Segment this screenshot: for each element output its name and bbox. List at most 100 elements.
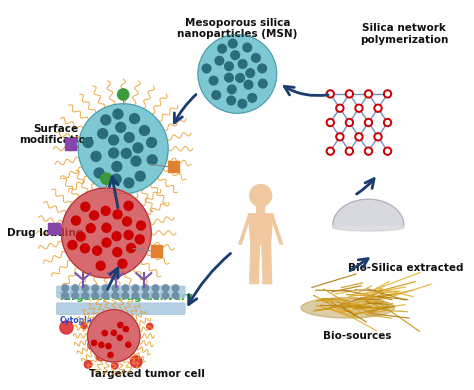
- Circle shape: [383, 90, 392, 98]
- Circle shape: [225, 73, 233, 82]
- Circle shape: [76, 232, 85, 241]
- Circle shape: [118, 259, 127, 268]
- Circle shape: [236, 74, 245, 82]
- Circle shape: [94, 168, 104, 178]
- Text: Cytomembrane: Cytomembrane: [60, 291, 126, 300]
- Circle shape: [347, 121, 351, 124]
- Circle shape: [109, 148, 118, 158]
- Circle shape: [132, 292, 139, 299]
- Circle shape: [366, 149, 371, 153]
- Circle shape: [246, 69, 255, 78]
- Circle shape: [227, 96, 236, 105]
- Circle shape: [122, 292, 128, 299]
- Circle shape: [121, 149, 131, 158]
- Circle shape: [118, 323, 123, 328]
- Text: Mesoporous silica
nanoparticles (MSN): Mesoporous silica nanoparticles (MSN): [177, 18, 298, 39]
- Circle shape: [374, 104, 382, 112]
- Circle shape: [112, 285, 118, 291]
- Circle shape: [162, 292, 169, 299]
- Circle shape: [95, 344, 105, 355]
- Circle shape: [346, 119, 354, 126]
- FancyBboxPatch shape: [168, 161, 179, 172]
- Circle shape: [231, 51, 239, 60]
- Circle shape: [112, 292, 118, 299]
- Circle shape: [113, 210, 122, 219]
- Circle shape: [113, 109, 123, 119]
- Circle shape: [112, 232, 121, 241]
- Circle shape: [336, 133, 344, 141]
- Circle shape: [88, 310, 140, 362]
- Circle shape: [248, 94, 256, 102]
- Circle shape: [122, 217, 131, 226]
- Circle shape: [117, 335, 122, 340]
- Text: Targeted drug delivery: Targeted drug delivery: [58, 292, 192, 301]
- Polygon shape: [256, 206, 265, 214]
- Circle shape: [112, 161, 122, 172]
- Circle shape: [62, 188, 151, 278]
- Circle shape: [228, 39, 237, 48]
- Circle shape: [224, 61, 250, 87]
- Circle shape: [135, 171, 145, 181]
- Circle shape: [122, 285, 128, 291]
- Circle shape: [346, 147, 354, 155]
- Circle shape: [383, 119, 392, 126]
- Circle shape: [376, 135, 380, 139]
- Circle shape: [96, 261, 105, 270]
- Circle shape: [130, 356, 142, 367]
- Polygon shape: [262, 244, 272, 284]
- Circle shape: [132, 285, 139, 291]
- Circle shape: [101, 206, 110, 215]
- Circle shape: [252, 53, 260, 62]
- Circle shape: [346, 90, 354, 98]
- FancyBboxPatch shape: [57, 286, 185, 298]
- Circle shape: [127, 244, 136, 253]
- Circle shape: [83, 138, 93, 147]
- Circle shape: [218, 44, 227, 53]
- Circle shape: [383, 147, 392, 155]
- Circle shape: [124, 230, 133, 239]
- Circle shape: [72, 292, 79, 299]
- Circle shape: [347, 149, 351, 153]
- Circle shape: [336, 104, 344, 112]
- Circle shape: [198, 35, 277, 113]
- Circle shape: [365, 147, 373, 155]
- Circle shape: [96, 352, 105, 361]
- Text: Targeted tumor cell: Targeted tumor cell: [89, 369, 204, 379]
- Circle shape: [99, 342, 104, 347]
- Circle shape: [90, 211, 99, 220]
- Circle shape: [205, 41, 270, 106]
- Circle shape: [68, 241, 77, 250]
- Circle shape: [129, 113, 139, 124]
- FancyBboxPatch shape: [57, 303, 185, 314]
- Circle shape: [385, 121, 390, 124]
- Circle shape: [62, 292, 68, 299]
- Circle shape: [218, 54, 257, 94]
- Circle shape: [357, 106, 361, 110]
- Circle shape: [258, 79, 267, 88]
- Circle shape: [100, 126, 146, 171]
- Circle shape: [243, 43, 252, 52]
- Circle shape: [124, 133, 134, 142]
- Ellipse shape: [301, 298, 394, 318]
- Circle shape: [326, 147, 334, 155]
- Circle shape: [238, 60, 247, 68]
- Circle shape: [91, 151, 101, 161]
- Circle shape: [366, 121, 371, 124]
- Circle shape: [60, 321, 73, 334]
- Circle shape: [62, 188, 151, 278]
- Circle shape: [244, 80, 253, 89]
- Circle shape: [72, 285, 79, 291]
- Circle shape: [212, 91, 220, 99]
- Circle shape: [105, 319, 115, 329]
- Circle shape: [146, 323, 153, 329]
- Circle shape: [106, 344, 111, 349]
- Circle shape: [92, 292, 99, 299]
- Circle shape: [376, 106, 380, 110]
- Circle shape: [238, 99, 246, 108]
- Circle shape: [102, 223, 111, 232]
- FancyBboxPatch shape: [48, 223, 60, 234]
- Circle shape: [72, 216, 81, 225]
- Circle shape: [139, 126, 149, 135]
- Circle shape: [152, 285, 159, 291]
- Circle shape: [88, 310, 140, 362]
